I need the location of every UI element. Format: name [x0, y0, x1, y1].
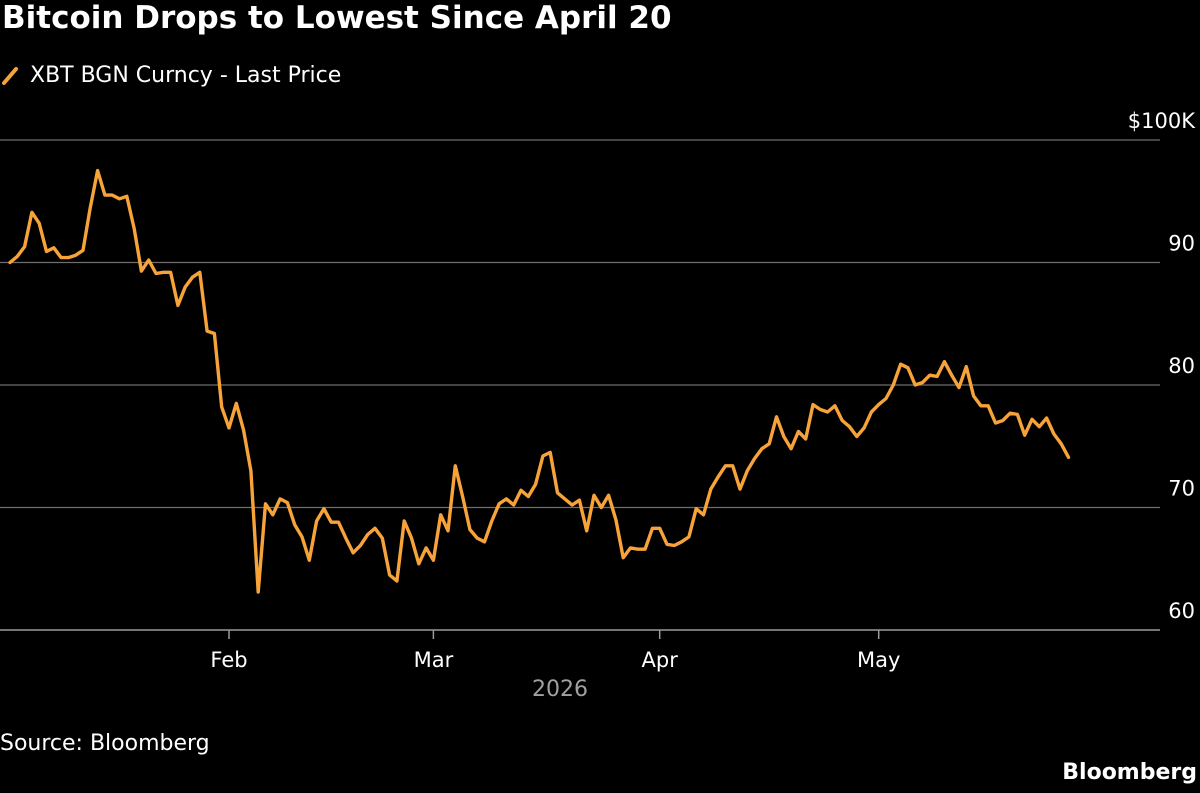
y-tick-label: 80 [1168, 354, 1195, 378]
y-axis-tick-labels: $100K 90 80 70 60 [1128, 109, 1196, 623]
bloomberg-logo: Bloomberg [1062, 760, 1197, 785]
source-note: Source: Bloomberg [0, 731, 210, 756]
y-tick-label: 90 [1168, 232, 1195, 256]
x-tick-label: Apr [642, 648, 679, 672]
x-tick-label: May [857, 648, 900, 672]
gridlines [0, 139, 1160, 631]
chart-title: Bitcoin Drops to Lowest Since April 20 [2, 0, 672, 36]
y-tick-label: $100K [1128, 109, 1196, 133]
y-tick-label: 60 [1168, 599, 1195, 623]
legend-line-icon [2, 67, 18, 85]
legend: XBT BGN Curncy - Last Price [0, 60, 341, 90]
x-tick-label: Mar [414, 648, 454, 672]
legend-label: XBT BGN Curncy - Last Price [30, 62, 342, 88]
y-tick-label: 70 [1168, 477, 1195, 501]
x-axis-label: 2026 [532, 677, 588, 702]
series-line [8, 168, 1071, 594]
x-axis-ticks: Feb Mar Apr May [210, 630, 900, 672]
x-tick-label: Feb [210, 648, 247, 672]
series-layer [8, 168, 1071, 594]
